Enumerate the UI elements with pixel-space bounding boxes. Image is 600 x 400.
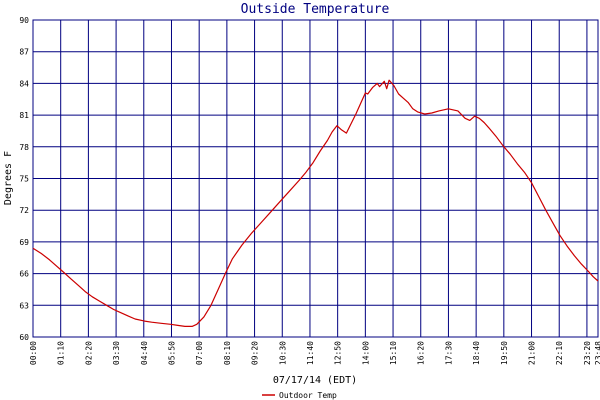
x-tick-label: 19:50 (500, 341, 509, 365)
y-tick-label: 66 (19, 270, 29, 279)
x-tick-label: 04:40 (140, 341, 149, 365)
y-tick-label: 60 (19, 333, 29, 342)
plot-frame (32, 19, 599, 338)
y-tick-label: 72 (19, 206, 29, 215)
x-tick-label: 11:40 (306, 341, 315, 365)
y-tick-label: 78 (19, 143, 29, 152)
x-tick-label: 00:00 (29, 341, 38, 365)
x-tick-label: 18:40 (472, 341, 481, 365)
series-layer (32, 79, 599, 327)
y-tick-label: 87 (19, 48, 29, 57)
x-tick-label: 16:20 (417, 341, 426, 365)
y-tick-label: 90 (19, 16, 29, 25)
y-tick-label: 63 (19, 301, 29, 310)
y-tick-label: 69 (19, 238, 29, 247)
x-tick-label: 02:20 (84, 341, 93, 365)
x-tick-label: 17:30 (444, 341, 453, 365)
x-tick-label: 09:20 (251, 341, 260, 365)
legend: Outdoor Temp (262, 391, 337, 400)
x-tick-label: 07:00 (195, 341, 204, 365)
x-tick-label: 23:48 (594, 341, 600, 365)
x-tick-label: 21:00 (528, 341, 537, 365)
x-tick-label: 01:10 (57, 341, 66, 365)
x-tick-label: 15:10 (389, 341, 398, 365)
y-tick-label: 84 (19, 79, 29, 88)
x-tick-label: 23:20 (583, 341, 592, 365)
x-tick-label: 08:10 (223, 341, 232, 365)
y-axis-label: Degrees F (3, 151, 14, 205)
x-axis-label: 07/17/14 (EDT) (273, 375, 357, 386)
x-axis-ticks: 00:00 01:10 02:20 03:30 04:40 05:50 07:00 08:10… (29, 341, 600, 365)
series-line-outdoor-temp (32, 79, 599, 327)
chart-title: Outside Temperature (241, 2, 390, 17)
x-tick-label: 14:00 (361, 341, 370, 365)
x-tick-label: 05:50 (167, 341, 176, 365)
x-tick-label: 12:50 (334, 341, 343, 365)
y-tick-label: 75 (19, 175, 29, 184)
x-tick-label: 10:30 (278, 341, 287, 365)
y-tick-label: 81 (19, 111, 29, 120)
legend-label-outdoor-temp: Outdoor Temp (279, 391, 337, 400)
x-tick-label: 03:30 (112, 341, 121, 365)
y-axis-ticks: 60 63 66 69 72 75 78 81 84 87 90 (19, 16, 29, 342)
x-tick-label: 22:10 (555, 341, 564, 365)
